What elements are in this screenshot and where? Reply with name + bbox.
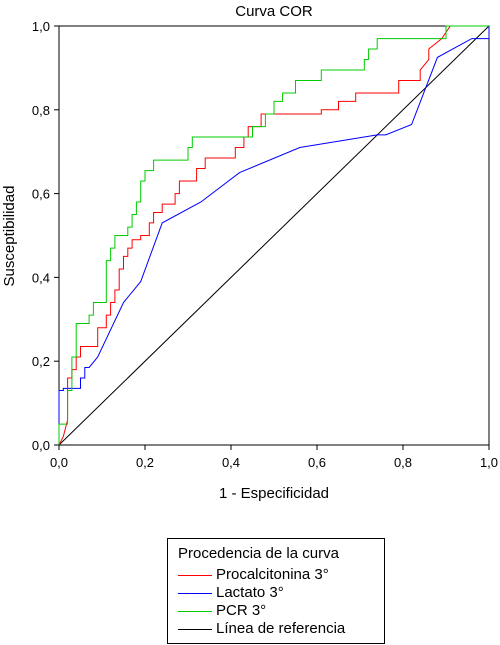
y-tick-label: 0,8 [32, 103, 50, 118]
chart-title: Curva COR [235, 3, 313, 20]
x-tick-label: 0,6 [308, 455, 326, 470]
legend-item-reference: Línea de referencia [178, 619, 378, 639]
legend-label: Línea de referencia [216, 620, 346, 637]
y-tick-label: 0,6 [32, 187, 50, 202]
x-tick-label: 1,0 [480, 455, 498, 470]
series-line-0 [58, 25, 489, 446]
x-tick-label: 0,4 [222, 455, 240, 470]
legend-label: Procalcitonina 3° [216, 566, 329, 583]
series-layer [58, 25, 490, 446]
legend: Procedencia de la curva Procalcitonina 3… [167, 538, 385, 644]
x-axis-ticks: 0,0 0,2 0,4 0,6 0,8 1,0 [50, 445, 498, 470]
legend-item-pcr: PCR 3° [178, 601, 378, 621]
y-tick-label: 0,4 [32, 270, 50, 285]
series-line-1 [58, 26, 490, 445]
x-tick-label: 0,8 [394, 455, 412, 470]
legend-label: Lactato 3° [216, 584, 284, 601]
y-axis-ticks: 0,0 0,2 0,4 0,6 0,8 1,0 [32, 19, 59, 453]
legend-swatch [178, 629, 212, 630]
y-tick-label: 0,2 [32, 354, 50, 369]
legend-swatch [178, 593, 212, 594]
series-line-3 [58, 25, 490, 446]
legend-label: PCR 3° [216, 602, 267, 619]
legend-title: Procedencia de la curva [178, 545, 339, 562]
y-tick-label: 1,0 [32, 19, 50, 34]
y-axis-title: Susceptibilidad [1, 186, 18, 287]
y-tick-label: 0,0 [32, 438, 50, 453]
series-line-2 [58, 25, 489, 445]
legend-item-lactato: Lactato 3° [178, 583, 378, 603]
x-tick-label: 0,2 [136, 455, 154, 470]
x-axis-title: 1 - Especificidad [219, 485, 329, 502]
x-tick-label: 0,0 [50, 455, 68, 470]
legend-swatch [178, 575, 212, 576]
legend-swatch [178, 611, 212, 612]
legend-item-procalcitonina: Procalcitonina 3° [178, 565, 378, 585]
